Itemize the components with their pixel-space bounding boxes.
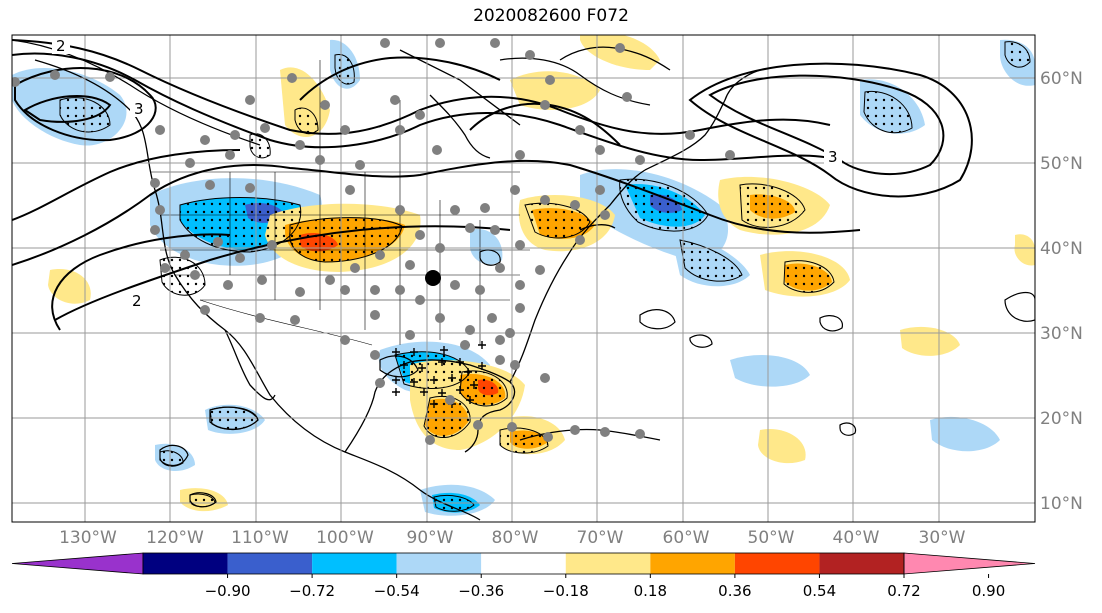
colorbar-box <box>650 553 735 574</box>
colorbar: −0.90 −0.72 −0.54 −0.36 −0.18 0.18 0.36 0.54 0.7… <box>11 552 1036 600</box>
colorbar-box <box>481 553 566 574</box>
lon-label-80w: 80°W <box>492 528 539 548</box>
colorbar-tick-label: 0.72 <box>887 582 920 600</box>
map-title: 2020082600 F072 <box>473 6 629 26</box>
colorbar-box <box>734 553 820 574</box>
lat-label-10n: 10°N <box>1040 494 1083 514</box>
colorbar-box <box>143 553 228 574</box>
lon-label-40w: 40°W <box>833 528 880 548</box>
colorbar-box <box>565 553 651 574</box>
colorbar-box <box>312 553 397 574</box>
lat-label-20n: 20°N <box>1040 409 1083 429</box>
location-marker <box>425 270 441 286</box>
colorbar-tick-label: −0.90 <box>205 582 251 600</box>
colorbar-tick-label: 0.18 <box>634 582 667 600</box>
lon-label-100w: 100°W <box>316 528 374 548</box>
station-dots <box>12 38 735 445</box>
contour-label-1: 2 <box>56 37 66 55</box>
map-panel: 2 3 2 3 <box>12 35 1035 522</box>
colorbar-tick-label: −0.36 <box>458 582 504 600</box>
colorbar-tick-label: −0.18 <box>543 582 589 600</box>
lon-label-70w: 70°W <box>577 528 624 548</box>
contour-label-3: 2 <box>132 292 142 310</box>
lat-label-30n: 30°N <box>1040 324 1083 344</box>
colorbar-frame <box>142 552 905 575</box>
colorbar-under-extension <box>11 552 144 575</box>
colorbar-tick-label: 0.36 <box>718 582 751 600</box>
lat-lon-grid <box>12 35 1035 522</box>
colorbar-box <box>396 553 482 574</box>
lon-label-50w: 50°W <box>748 528 795 548</box>
lat-axis-labels: 60°N 50°N 40°N 30°N 20°N 10°N <box>1040 69 1083 514</box>
lon-label-90w: 90°W <box>407 528 454 548</box>
lon-label-30w: 30°W <box>919 528 966 548</box>
contour-labels: 2 3 2 3 <box>52 37 842 310</box>
colorbar-tick-label: −0.72 <box>289 582 335 600</box>
colorbar-tick-label: 0.90 <box>972 582 1005 600</box>
height-contours <box>12 39 973 331</box>
colorbar-over-extension <box>903 552 1036 575</box>
map-frame <box>11 34 1036 523</box>
contour-label-4: 3 <box>828 148 838 166</box>
contour-label-2: 3 <box>134 100 144 118</box>
lon-axis-labels: 130°W 120°W 110°W 100°W 90°W 80°W 70°W 6… <box>59 528 966 548</box>
lon-label-120w: 120°W <box>146 528 204 548</box>
colorbar-tick-label: −0.54 <box>374 582 420 600</box>
colorbar-box <box>227 553 313 574</box>
lat-label-40n: 40°N <box>1040 239 1083 259</box>
colorbar-box <box>819 553 904 574</box>
lon-label-110w: 110°W <box>231 528 289 548</box>
lat-label-50n: 50°N <box>1040 154 1083 174</box>
lat-label-60n: 60°N <box>1040 69 1083 89</box>
lon-label-60w: 60°W <box>663 528 710 548</box>
lon-label-130w: 130°W <box>59 528 117 548</box>
colorbar-tick-label: 0.54 <box>803 582 836 600</box>
